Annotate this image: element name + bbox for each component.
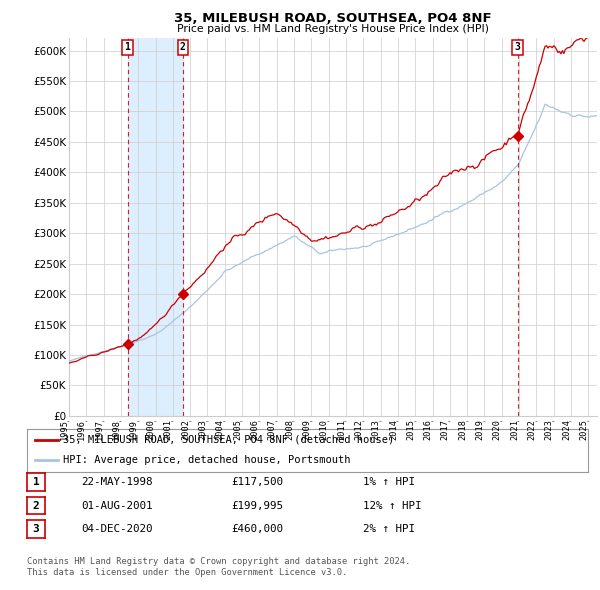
Text: 2% ↑ HPI: 2% ↑ HPI	[363, 525, 415, 534]
Text: 2017: 2017	[441, 419, 450, 440]
Text: 2009: 2009	[302, 419, 311, 440]
Text: 1995: 1995	[60, 419, 69, 440]
Text: 01-AUG-2001: 01-AUG-2001	[81, 501, 152, 510]
Bar	[128, 38, 183, 416]
Text: HPI: Average price, detached house, Portsmouth: HPI: Average price, detached house, Port…	[64, 455, 351, 465]
Text: 1996: 1996	[77, 419, 86, 440]
Text: 3: 3	[515, 42, 521, 53]
Text: 1: 1	[125, 42, 130, 53]
Text: 2: 2	[32, 501, 40, 510]
Text: 1998: 1998	[112, 419, 121, 440]
Text: 2001: 2001	[164, 419, 173, 440]
Text: 2025: 2025	[580, 419, 589, 440]
Text: 2005: 2005	[233, 419, 242, 440]
Text: 2020: 2020	[493, 419, 502, 440]
Text: 04-DEC-2020: 04-DEC-2020	[81, 525, 152, 534]
Text: 2008: 2008	[285, 419, 294, 440]
Text: 2000: 2000	[146, 419, 155, 440]
Text: 1997: 1997	[95, 419, 104, 440]
Text: £460,000: £460,000	[231, 525, 283, 534]
Text: 2004: 2004	[216, 419, 225, 440]
Text: 2011: 2011	[337, 419, 346, 440]
Text: 1% ↑ HPI: 1% ↑ HPI	[363, 477, 415, 487]
Text: 22-MAY-1998: 22-MAY-1998	[81, 477, 152, 487]
Text: 3: 3	[32, 525, 40, 534]
Text: 12% ↑ HPI: 12% ↑ HPI	[363, 501, 421, 510]
Text: 2021: 2021	[510, 419, 519, 440]
Text: Price paid vs. HM Land Registry's House Price Index (HPI): Price paid vs. HM Land Registry's House …	[177, 24, 489, 34]
Text: 2018: 2018	[458, 419, 467, 440]
Text: 35, MILEBUSH ROAD, SOUTHSEA, PO4 8NF: 35, MILEBUSH ROAD, SOUTHSEA, PO4 8NF	[174, 12, 492, 25]
Text: 1999: 1999	[129, 419, 138, 440]
Text: 2019: 2019	[475, 419, 484, 440]
Text: 2013: 2013	[371, 419, 380, 440]
Text: 2024: 2024	[562, 419, 571, 440]
Text: 2006: 2006	[250, 419, 259, 440]
Text: 2016: 2016	[424, 419, 433, 440]
Text: 2010: 2010	[320, 419, 329, 440]
Text: 2022: 2022	[527, 419, 536, 440]
Text: 2014: 2014	[389, 419, 398, 440]
Text: 2012: 2012	[354, 419, 363, 440]
Text: 2007: 2007	[268, 419, 277, 440]
Text: 2: 2	[180, 42, 186, 53]
Text: 2023: 2023	[545, 419, 554, 440]
Text: 35, MILEBUSH ROAD, SOUTHSEA, PO4 8NF (detached house): 35, MILEBUSH ROAD, SOUTHSEA, PO4 8NF (de…	[64, 435, 395, 445]
Text: 1: 1	[32, 477, 40, 487]
Text: £199,995: £199,995	[231, 501, 283, 510]
Text: £117,500: £117,500	[231, 477, 283, 487]
Text: 2002: 2002	[181, 419, 190, 440]
Text: 2015: 2015	[406, 419, 415, 440]
Text: Contains HM Land Registry data © Crown copyright and database right 2024.: Contains HM Land Registry data © Crown c…	[27, 558, 410, 566]
Text: 2003: 2003	[199, 419, 208, 440]
Text: This data is licensed under the Open Government Licence v3.0.: This data is licensed under the Open Gov…	[27, 568, 347, 577]
